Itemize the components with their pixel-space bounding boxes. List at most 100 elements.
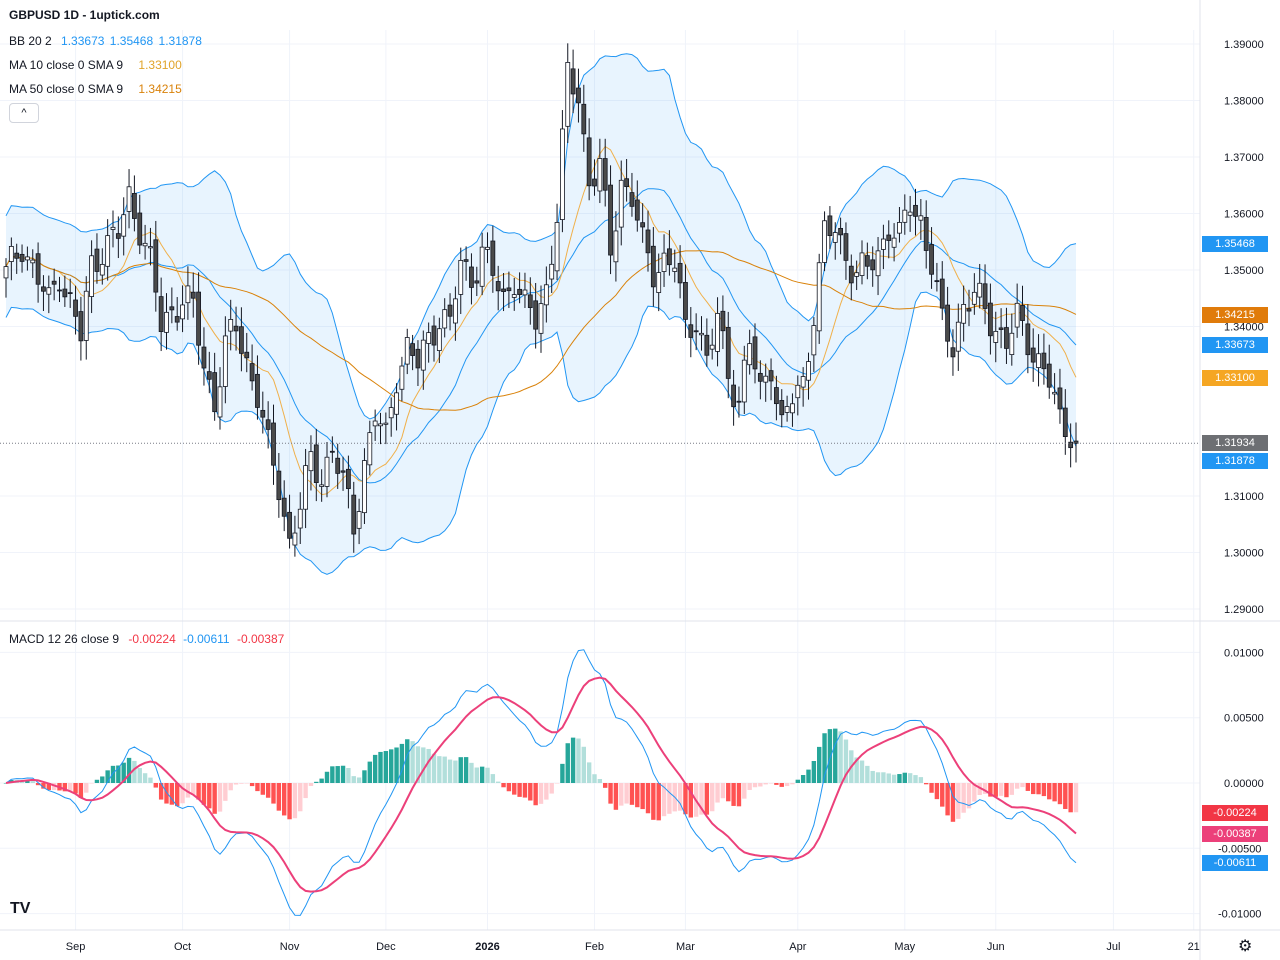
candle-down (249, 363, 255, 382)
candle-up (442, 309, 448, 329)
macd-histogram-bar (517, 783, 522, 797)
macd-histogram-bar (35, 783, 41, 786)
macd-histogram-bar (201, 783, 207, 805)
macd-histogram-bar (683, 783, 688, 815)
macd-histogram-bar (902, 772, 907, 783)
macd-histogram-bar (496, 781, 501, 783)
gear-icon[interactable]: ⚙ (1238, 938, 1253, 955)
macd-histogram-bar (554, 783, 560, 784)
macd-histogram-bar (132, 760, 137, 783)
candle-down (276, 470, 282, 501)
macd-histogram-bar (897, 774, 902, 783)
candle-down (608, 184, 613, 256)
macd-histogram-bar (142, 773, 148, 783)
candle-down (570, 68, 576, 95)
candle-down (174, 316, 180, 323)
macd-histogram-bar (608, 783, 613, 804)
tradingview-logo: TV (10, 900, 31, 917)
macd-histogram-bar (68, 783, 73, 791)
macd-histogram-bar (94, 779, 100, 783)
candle-up (891, 237, 897, 248)
candle-down (731, 384, 736, 408)
macd-histogram-bar (110, 765, 116, 783)
macd-histogram-bar (560, 763, 565, 783)
price-axis-label: 1.34215 (1202, 307, 1268, 323)
candle-up (1052, 391, 1057, 395)
macd-histogram-bar (116, 765, 121, 783)
macd-histogram-bar (533, 783, 538, 806)
macd-histogram-bar (239, 783, 244, 784)
candle-up (356, 511, 362, 529)
macd-histogram-bar (597, 778, 603, 783)
candle-up (1009, 332, 1015, 356)
macd-histogram-bar (105, 770, 110, 783)
macd-histogram-bar (763, 783, 768, 785)
candle-up (297, 508, 303, 529)
candle-down (779, 400, 785, 416)
candle-up (420, 339, 426, 371)
macd-histogram-bar (383, 751, 389, 783)
candle-down (158, 296, 164, 332)
candle-down (67, 292, 73, 295)
candle-up (126, 186, 132, 212)
macd-legend[interactable]: MACD 12 26 close 9 -0.00224 -0.00611 -0.… (9, 632, 284, 646)
macd-histogram-bar (399, 743, 405, 783)
macd-histogram-bar (940, 783, 945, 807)
candle-up (3, 266, 9, 279)
candle-up (784, 406, 790, 413)
candle-down (945, 304, 950, 342)
macd-histogram-bar (474, 767, 479, 783)
macd-histogram-bar (191, 783, 196, 795)
candle-down (1025, 323, 1031, 356)
collapse-legend-button[interactable]: ^ (9, 103, 39, 123)
macd-histogram-bar (1073, 783, 1079, 813)
macd-histogram-bar (720, 783, 726, 799)
candle-up (399, 365, 405, 390)
candle-up (142, 242, 148, 247)
candle-up (24, 256, 30, 261)
candle-down (725, 326, 731, 379)
candle-down (431, 325, 437, 346)
price-tick-label: 1.36000 (1224, 209, 1264, 221)
macd-histogram-bar (1004, 783, 1009, 798)
macd-histogram-bar (356, 777, 362, 783)
macd-histogram-bar (619, 783, 624, 806)
candle-up (319, 484, 325, 487)
macd-histogram-bar (196, 783, 201, 800)
candle-down (736, 400, 742, 403)
candle-up (672, 267, 678, 272)
macd-histogram-bar (998, 783, 1004, 796)
macd-histogram-bar (1009, 783, 1014, 795)
candle-down (774, 387, 779, 405)
candle-down (265, 419, 271, 430)
macd-histogram-bar (180, 783, 185, 804)
macd-histogram-bar (410, 741, 415, 783)
macd-histogram-bar (827, 729, 833, 783)
candle-up (367, 432, 373, 466)
macd-histogram-bar (592, 774, 597, 783)
macd-histogram-bar (479, 766, 485, 783)
candle-up (800, 376, 806, 388)
candle-up (1036, 353, 1041, 368)
macd-histogram-bar (164, 783, 169, 804)
macd-histogram-bar (929, 783, 934, 793)
macd-histogram-bar (886, 773, 891, 783)
candle-down (73, 299, 78, 317)
candle-down (14, 252, 20, 259)
candle-down (351, 494, 357, 535)
candle-up (811, 325, 817, 356)
macd-histogram-bar (405, 739, 410, 783)
macd-histogram-bar (506, 783, 512, 792)
ma10-legend-label: MA 10 close 0 SMA 9 (9, 58, 124, 72)
ma10-legend[interactable]: MA 10 close 0 SMA 9 1.33100 (9, 58, 182, 72)
macd-histogram-bar (774, 783, 779, 785)
macd-histogram-bar (640, 783, 645, 810)
macd-histogram-bar (913, 775, 918, 783)
bb-legend[interactable]: BB 20 2 1.33673 1.35468 1.31878 (9, 34, 202, 48)
macd-histogram-bar (89, 783, 94, 784)
ma50-legend[interactable]: MA 50 close 0 SMA 9 1.34215 (9, 82, 182, 96)
macd-histogram-bar (223, 783, 228, 801)
macd-histogram-bar (726, 783, 731, 802)
price-tick-label: 1.31000 (1224, 491, 1264, 503)
